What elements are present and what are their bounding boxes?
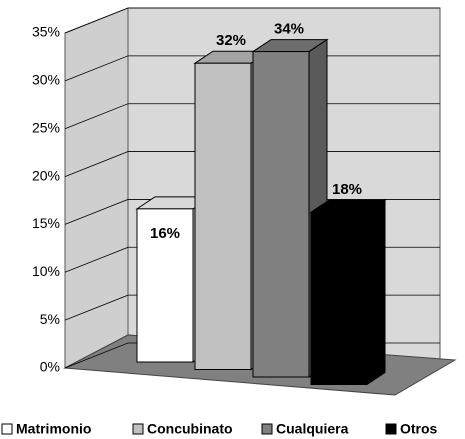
grid-line — [64, 55, 440, 82]
side-wall — [64, 7, 129, 369]
y-tick-label: 20% — [32, 167, 60, 183]
bar — [310, 211, 368, 385]
y-tick-label: 10% — [32, 263, 60, 279]
legend-swatch — [1, 423, 13, 435]
legend-label: Matrimonio — [16, 421, 91, 437]
legend-label: Otros — [400, 421, 438, 437]
data-label: 16% — [150, 225, 180, 242]
y-tick-label: 25% — [32, 119, 60, 135]
legend-label: Concubinato — [147, 421, 233, 437]
bar — [194, 62, 252, 370]
grid-line — [64, 151, 440, 177]
bar — [136, 208, 194, 363]
data-label: 34% — [274, 21, 304, 38]
data-label: 32% — [216, 32, 246, 49]
bar — [252, 51, 310, 378]
grid-line — [64, 103, 440, 130]
data-label: 18% — [332, 181, 362, 198]
grid-line — [64, 7, 440, 34]
legend-swatch — [132, 423, 144, 435]
y-tick-label: 15% — [32, 215, 60, 231]
y-tick-label: 30% — [32, 72, 60, 88]
grid-line — [64, 199, 440, 225]
bar-side — [366, 199, 386, 386]
legend-swatch — [385, 423, 397, 435]
y-tick-label: 35% — [32, 24, 60, 40]
legend-swatch — [261, 423, 273, 435]
y-tick-label: 0% — [40, 359, 60, 375]
legend-label: Cualquiera — [276, 421, 349, 437]
y-tick-label: 5% — [40, 311, 60, 327]
